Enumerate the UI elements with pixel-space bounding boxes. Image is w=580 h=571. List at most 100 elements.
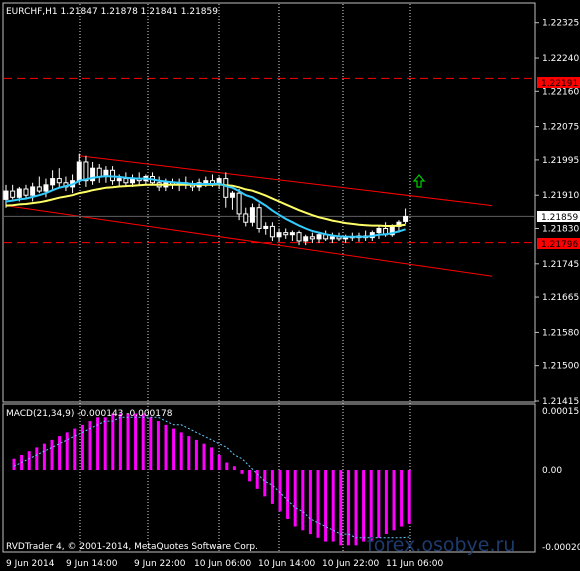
- lower-level-tag-bg: [537, 238, 580, 249]
- macd-bar: [346, 470, 350, 546]
- macd-bar: [103, 417, 107, 471]
- channel-upper-line: [79, 155, 493, 207]
- candle-body: [303, 236, 309, 242]
- candle-body: [16, 188, 22, 198]
- price-tick-label: 1.21665: [542, 293, 579, 303]
- candle-body: [243, 213, 249, 223]
- macd-bar: [202, 443, 206, 471]
- macd-bar: [164, 424, 168, 471]
- price-panel-frame: [2, 2, 536, 403]
- candle-body: [283, 232, 289, 236]
- price-tick-label: 1.21830: [542, 224, 579, 234]
- candle-body: [3, 190, 9, 200]
- macd-bar: [96, 417, 100, 471]
- candle-body: [116, 178, 122, 182]
- macd-bar: [316, 470, 320, 538]
- macd-tick-label: 0.000157: [542, 407, 580, 417]
- macd-bar: [80, 424, 84, 471]
- macd-bar: [12, 458, 16, 471]
- price-tick-label: 1.21910: [542, 191, 579, 201]
- candle-body: [269, 225, 275, 238]
- candle-body: [309, 236, 315, 240]
- macd-label: MACD(21,34,9) -0.000143 -0.000178: [6, 409, 173, 419]
- macd-bar: [377, 470, 381, 538]
- candle-body: [203, 180, 209, 184]
- trend-channel: [5, 155, 493, 277]
- macd-bar: [362, 470, 366, 542]
- candle-body: [329, 236, 335, 240]
- macd-bar: [324, 470, 328, 542]
- candle-body: [50, 178, 56, 186]
- macd-panel-frame: [2, 403, 536, 553]
- candle-body: [263, 225, 269, 229]
- macd-bar: [126, 413, 130, 471]
- macd-bar: [232, 466, 236, 471]
- price-axis: 1.22325 1.22240 1.22160 1.22075 1.21995 1.219…: [535, 19, 579, 407]
- candle-body: [376, 227, 382, 234]
- price-tick-label: 1.22160: [542, 87, 579, 97]
- moving-averages: [5, 175, 406, 238]
- macd-bar: [172, 428, 176, 471]
- time-tick-label: 9 Jun 2014: [6, 559, 55, 569]
- copyright-text: RVDTrader 4, © 2001-2014, MetaQuotes Sof…: [6, 542, 258, 552]
- candle-body: [36, 186, 42, 192]
- macd-bar: [217, 454, 221, 471]
- candle-body: [256, 207, 262, 229]
- price-tick-label: 1.21415: [542, 397, 579, 407]
- upper-level-tag-bg: [537, 77, 580, 88]
- lower-level-tag: 1.21796: [541, 240, 578, 250]
- macd-bar: [255, 470, 259, 489]
- macd-bar: [141, 413, 145, 471]
- macd-bar: [111, 413, 115, 471]
- candle-body: [96, 167, 102, 178]
- macd-bar: [384, 470, 388, 535]
- macd-bar: [65, 432, 69, 471]
- macd-bar: [156, 421, 160, 471]
- price-tick-label: 1.22240: [542, 54, 579, 64]
- macd-bar: [134, 413, 138, 471]
- horizontal-levels: [4, 77, 535, 244]
- candle-body: [403, 215, 409, 222]
- macd-bar: [88, 421, 92, 471]
- macd-bar: [369, 470, 373, 542]
- macd-bar: [339, 470, 343, 546]
- candle-body: [316, 234, 322, 240]
- macd-bar: [392, 470, 396, 531]
- macd-bar: [270, 470, 274, 504]
- current-price-tag: 1.21859: [541, 213, 578, 223]
- symbol-header: EURCHF,H1 1.21847 1.21878 1.21841 1.2185…: [6, 7, 218, 17]
- macd-axis: 0.000157 0.00 -0.000205: [542, 407, 580, 553]
- candle-body: [236, 192, 242, 215]
- macd-tick-label: 0.00: [542, 466, 562, 476]
- time-tick-label: 9 Jun 14:00: [66, 559, 118, 569]
- macd-bar: [35, 447, 39, 471]
- macd-bar: [400, 470, 404, 527]
- macd-bar: [293, 470, 297, 527]
- candle-body: [83, 161, 89, 182]
- price-tick-label: 1.21580: [542, 328, 579, 338]
- time-axis: 9 Jun 2014 9 Jun 14:00 9 Jun 22:00 10 Jun 0…: [6, 559, 443, 569]
- macd-bar: [187, 436, 191, 471]
- macd-bar: [248, 470, 252, 482]
- time-tick-label: 11 Jun 06:00: [386, 559, 443, 569]
- macd-bar: [73, 428, 77, 471]
- candlesticks: [3, 153, 409, 246]
- candle-body: [223, 178, 229, 198]
- time-tick-label: 10 Jun 22:00: [322, 559, 379, 569]
- candle-body: [43, 184, 49, 192]
- macd-bar: [225, 462, 229, 471]
- macd-bar: [301, 470, 305, 531]
- price-tick-label: 1.22325: [542, 19, 579, 29]
- candle-body: [289, 232, 295, 236]
- macd-bar: [240, 470, 244, 474]
- macd-bar: [27, 451, 31, 471]
- price-tick-label: 1.21995: [542, 156, 579, 166]
- candle-body: [229, 192, 235, 198]
- candle-body: [10, 190, 16, 198]
- upper-level-tag: 1.22191: [541, 79, 578, 89]
- candle-body: [30, 186, 36, 196]
- candle-body: [276, 232, 282, 238]
- current-price-tag-bg: [537, 211, 580, 222]
